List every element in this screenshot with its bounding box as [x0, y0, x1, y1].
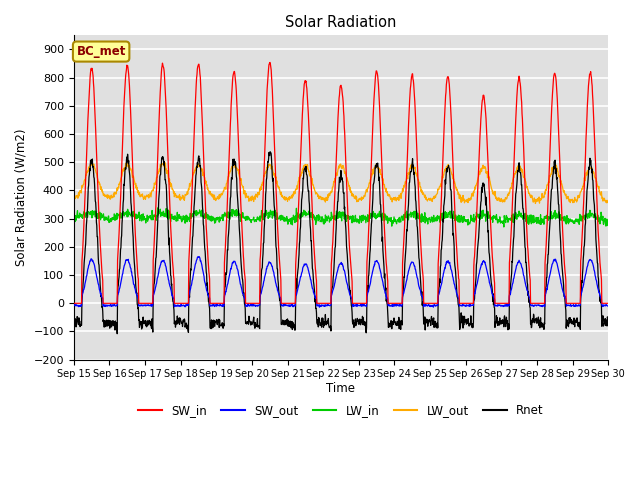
Y-axis label: Solar Radiation (W/m2): Solar Radiation (W/m2): [15, 129, 28, 266]
Text: BC_met: BC_met: [76, 45, 126, 58]
X-axis label: Time: Time: [326, 382, 355, 395]
Title: Solar Radiation: Solar Radiation: [285, 15, 397, 30]
Legend: SW_in, SW_out, LW_in, LW_out, Rnet: SW_in, SW_out, LW_in, LW_out, Rnet: [134, 399, 548, 422]
